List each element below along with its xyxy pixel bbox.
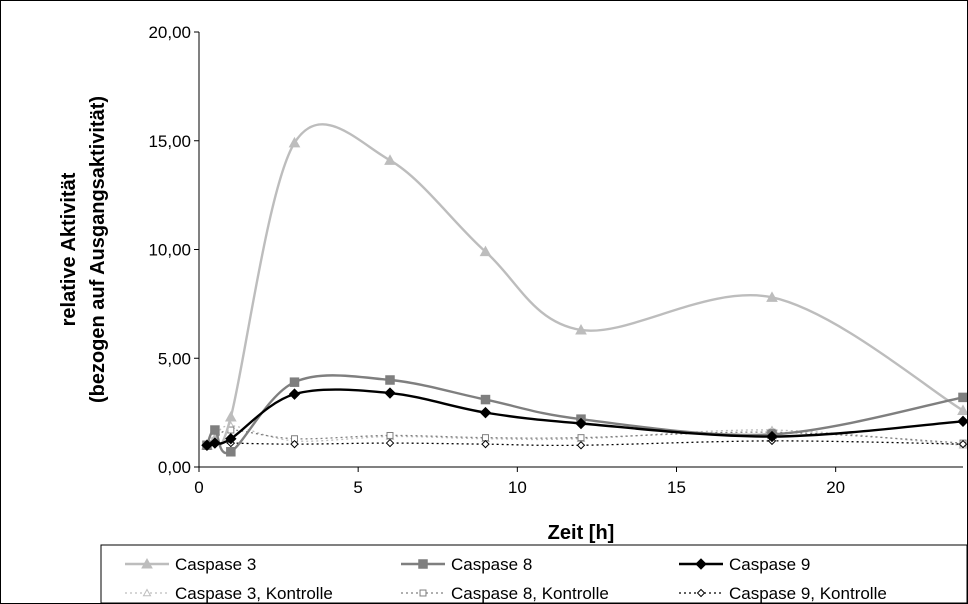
series-line (206, 425, 964, 446)
data-point (385, 375, 395, 385)
data-point (384, 387, 396, 399)
data-point (482, 434, 489, 442)
data-point (225, 433, 237, 445)
legend-label: Caspase 9 (729, 555, 810, 574)
y-tick-label: 15,00 (148, 132, 191, 151)
legend-label: Caspase 3, Kontrolle (175, 584, 333, 603)
data-point (386, 431, 394, 439)
legend-swatch-marker (142, 588, 152, 597)
x-tick-label: 15 (667, 478, 686, 497)
legend-item: Caspase 3 (125, 555, 256, 574)
legend-box (100, 544, 967, 603)
data-point (210, 425, 220, 435)
data-point (766, 291, 778, 302)
data-point (958, 392, 967, 403)
data-point (576, 441, 586, 450)
data-point (385, 438, 395, 448)
y-tick-label: 0,00 (158, 458, 191, 477)
x-tick-label: 10 (508, 478, 527, 497)
y-tick-label: 20,00 (148, 23, 191, 42)
data-point (288, 136, 301, 148)
legend-item: Caspase 8 (401, 555, 532, 574)
series-caspase-9-kontrolle (202, 436, 967, 450)
legend-swatch-marker (419, 589, 427, 597)
series-caspase-3 (201, 123, 967, 450)
legend-item: Caspase 8, Kontrolle (401, 584, 609, 603)
data-point (479, 245, 492, 257)
data-point (481, 439, 490, 449)
series-layer (201, 123, 967, 457)
series-line (206, 123, 964, 447)
data-point (288, 388, 301, 400)
data-point (957, 415, 967, 428)
data-point (575, 323, 587, 335)
x-tick-label: 20 (826, 478, 845, 497)
data-point (577, 434, 585, 442)
x-tick-label: 5 (353, 478, 362, 497)
y-axis-title-line1: relative Aktivität (58, 172, 80, 326)
axes: 0,00 5,00 10,00 15,00 20,00 0 5 10 15 20 (148, 23, 963, 497)
legend-label: Caspase 8, Kontrolle (451, 584, 609, 603)
data-point (384, 154, 396, 165)
legend-item: Caspase 3, Kontrolle (125, 584, 333, 603)
legend-swatch-marker (418, 559, 428, 569)
legend-label: Caspase 3 (175, 555, 256, 574)
data-point (766, 430, 778, 443)
y-tick-label: 10,00 (148, 241, 191, 260)
legend-swatch-marker (141, 557, 153, 569)
data-point (958, 439, 967, 449)
legend: Caspase 3 Caspase 8 Caspase 9 Caspase 3, Ko… (100, 544, 967, 603)
legend-swatch-marker (696, 588, 706, 598)
data-point (479, 406, 492, 419)
y-tick-label: 5,00 (158, 349, 191, 368)
data-point (957, 404, 967, 415)
y-axis-title-line2: (bezogen auf Ausgangsaktivität) (87, 96, 109, 403)
x-tick-label: 0 (194, 478, 203, 497)
data-point (575, 417, 587, 430)
legend-item: Caspase 9 (679, 555, 810, 574)
data-point (480, 394, 491, 405)
data-point (290, 439, 299, 449)
data-point (289, 377, 300, 387)
series-caspase-9 (201, 387, 967, 451)
legend-label: Caspase 8 (451, 555, 532, 574)
legend-label: Caspase 9, Kontrolle (729, 584, 887, 603)
data-point (209, 437, 221, 449)
data-point (226, 447, 236, 457)
x-axis-title: Zeit [h] (548, 522, 615, 544)
data-point (224, 410, 237, 422)
legend-item: Caspase 9, Kontrolle (679, 584, 887, 603)
legend-swatch-marker (695, 558, 707, 570)
